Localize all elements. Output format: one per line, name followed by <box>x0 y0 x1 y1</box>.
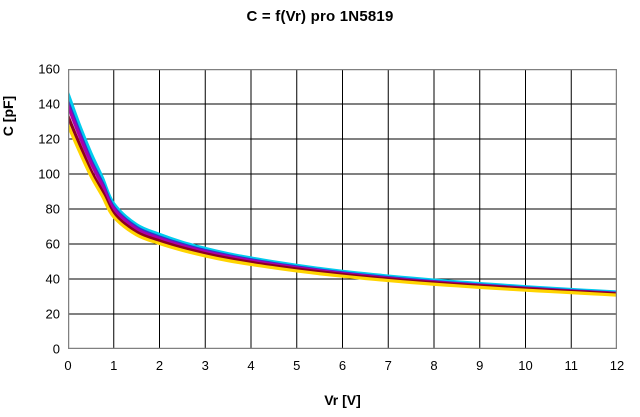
x-tick-label: 4 <box>247 358 255 373</box>
x-tick-label: 11 <box>564 358 579 373</box>
x-tick-label: 6 <box>338 358 347 373</box>
series-lines <box>68 91 617 297</box>
y-tick-label: 60 <box>45 236 60 252</box>
x-tick-label: 8 <box>430 358 438 373</box>
y-tick-label: 20 <box>45 306 60 322</box>
x-tick-label: 1 <box>110 358 118 373</box>
x-tick-label: 12 <box>609 358 625 373</box>
y-tick-label: 0 <box>52 341 60 357</box>
x-tick-label: 9 <box>476 358 484 373</box>
y-tick-label: 80 <box>45 201 60 217</box>
y-tick-label: 160 <box>38 61 60 77</box>
plot-svg <box>68 69 617 349</box>
y-tick-label: 140 <box>38 96 60 112</box>
series-line <box>68 123 617 297</box>
x-axis-title: Vr [V] <box>324 392 361 408</box>
x-tick-label: 3 <box>201 358 209 373</box>
x-tick-label: 7 <box>384 358 392 373</box>
y-tick-label: 40 <box>45 271 60 287</box>
y-tick-label: 120 <box>38 131 60 147</box>
x-tick-label: 10 <box>518 358 533 373</box>
x-tick-label: 0 <box>64 358 72 373</box>
plot-area: 160 140 120 100 80 60 40 20 0 0 1 2 3 4 5 6 7 8 9 10 11 12 <box>38 62 624 374</box>
chart-title: C = f(Vr) pro 1N5819 <box>246 8 394 25</box>
x-tick-label: 5 <box>293 358 301 373</box>
x-tick-label: 2 <box>155 358 164 373</box>
y-tick-label: 100 <box>38 166 60 182</box>
